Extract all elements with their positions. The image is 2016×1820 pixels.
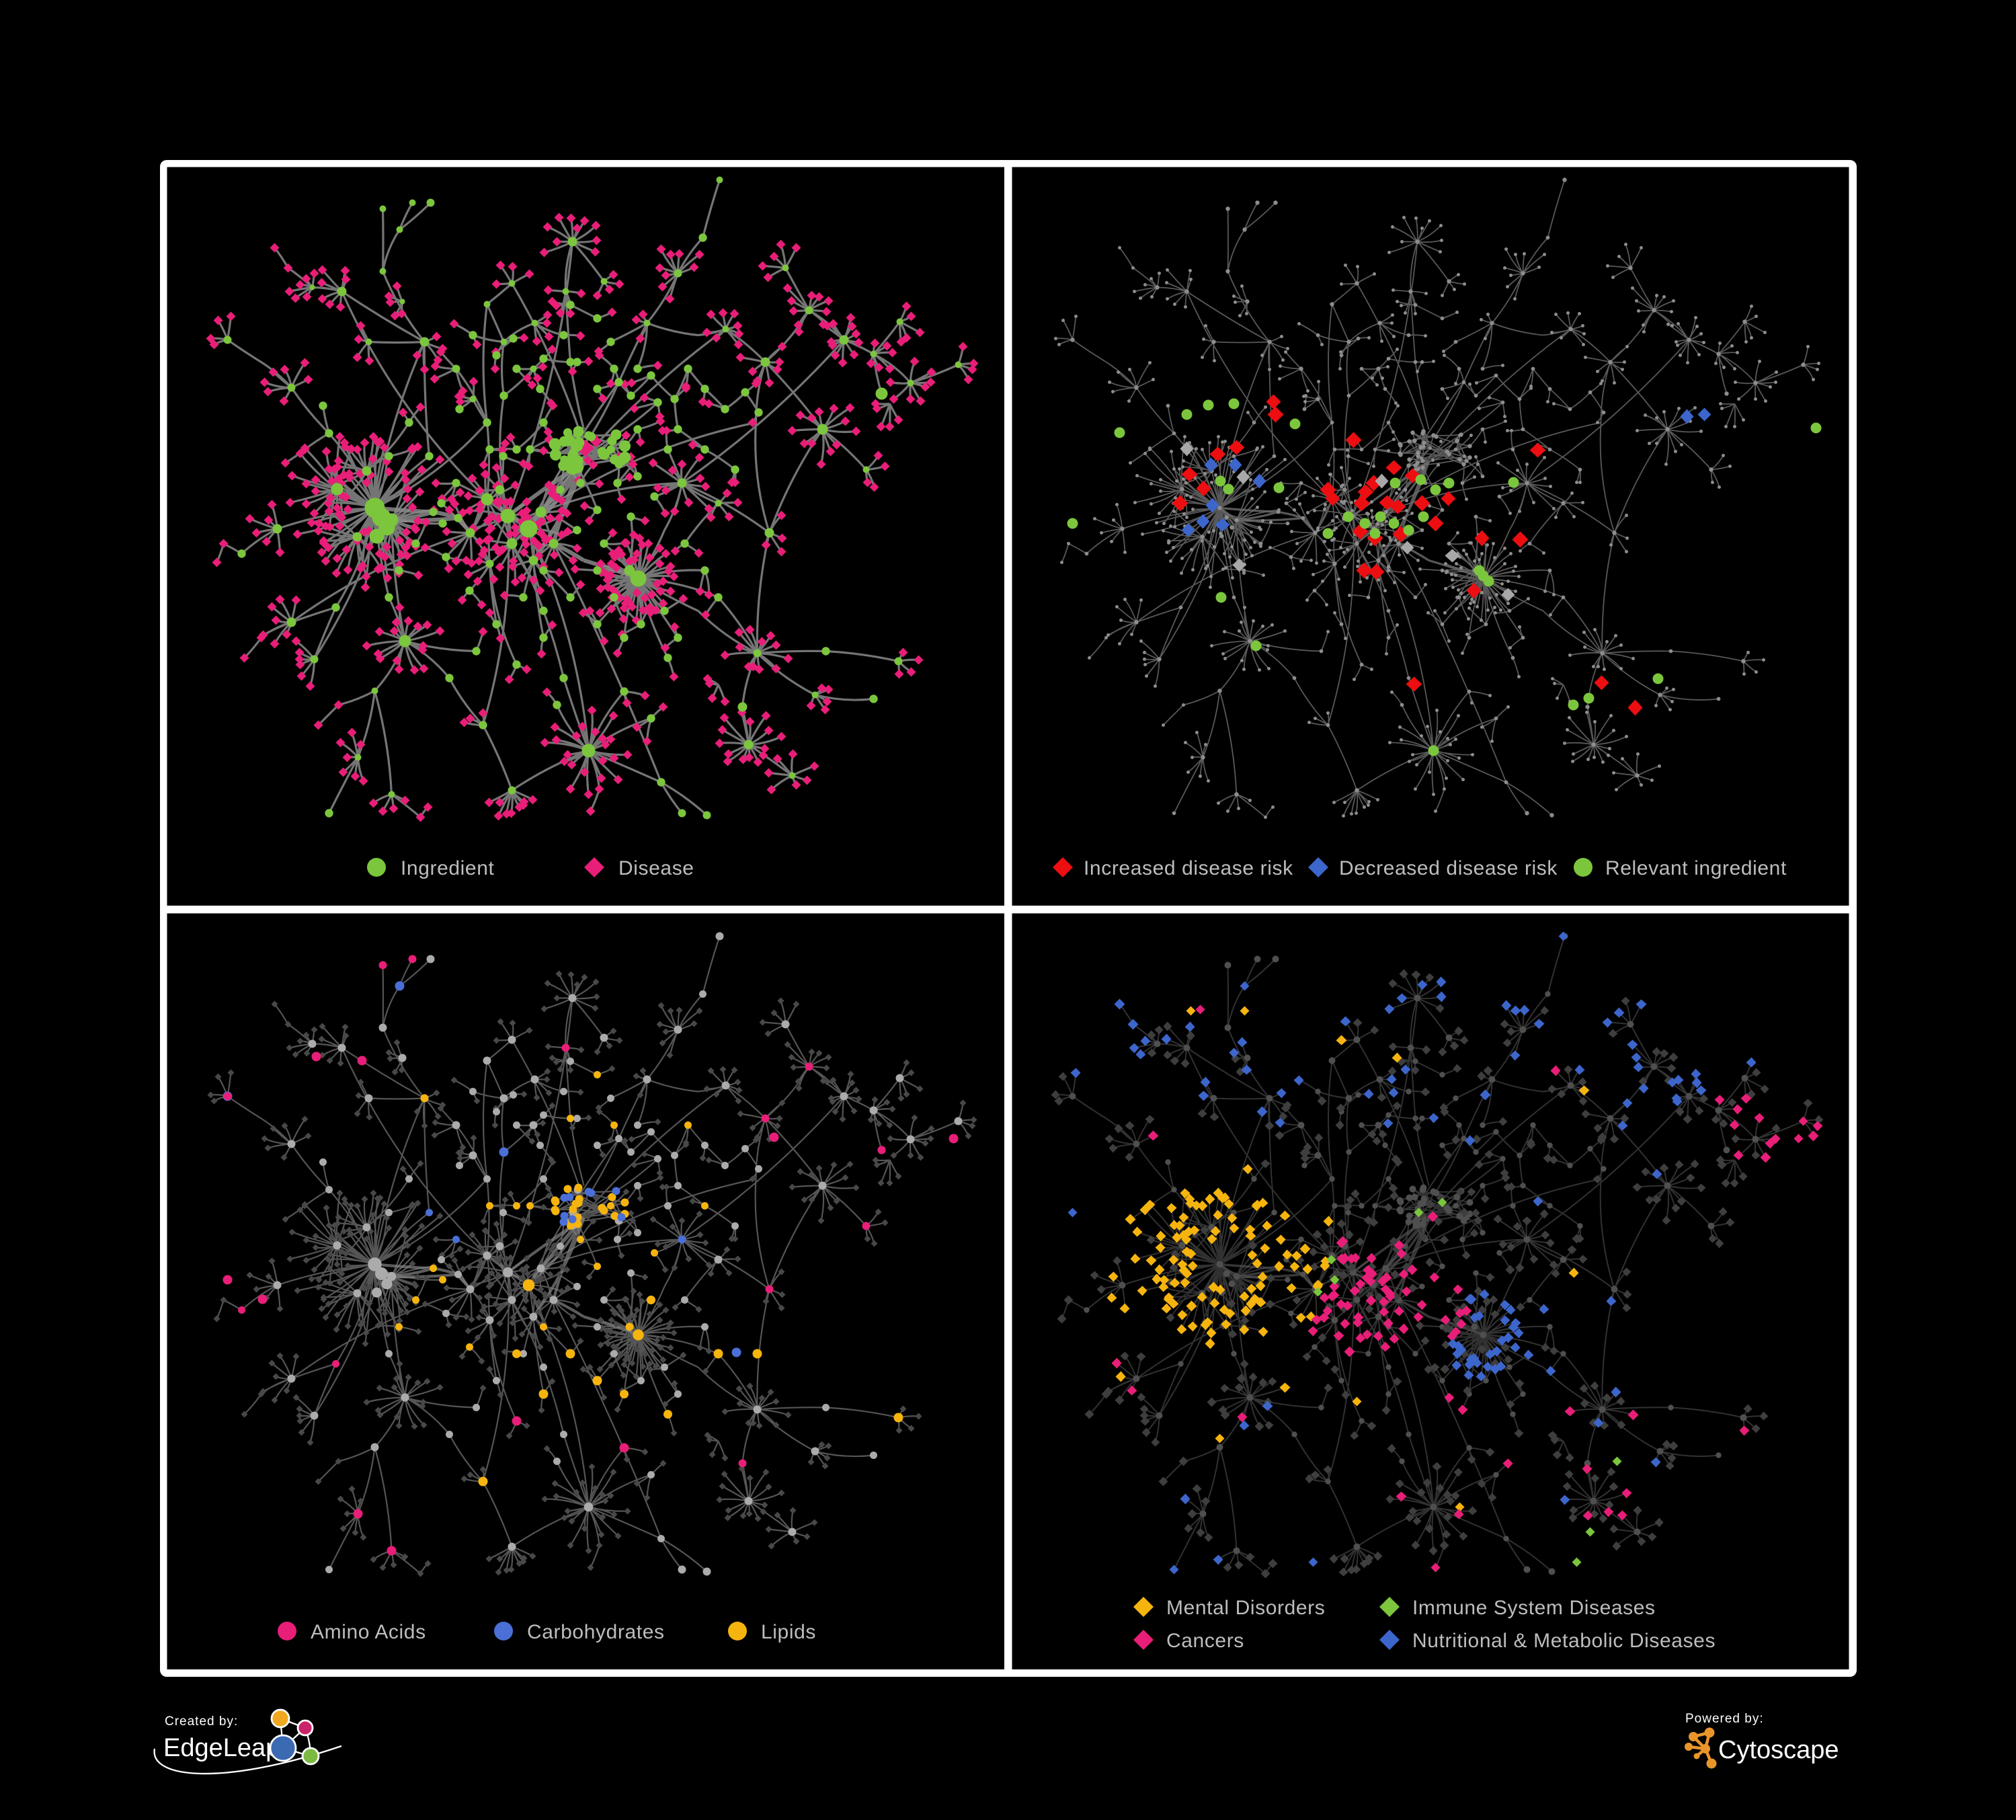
svg-text:Carbohydrates: Carbohydrates <box>527 1621 665 1643</box>
svg-text:Cancers: Cancers <box>1166 1630 1244 1652</box>
svg-text:Lipids: Lipids <box>761 1621 816 1643</box>
svg-text:Nutritional & Metabolic Diseas: Nutritional & Metabolic Diseases <box>1412 1630 1716 1652</box>
svg-text:Amino Acids: Amino Acids <box>311 1621 426 1643</box>
svg-text:Cytoscape: Cytoscape <box>1718 1736 1839 1764</box>
svg-text:Relevant ingredient: Relevant ingredient <box>1605 857 1787 879</box>
svg-text:Decreased disease risk: Decreased disease risk <box>1339 857 1558 879</box>
svg-text:Immune System Diseases: Immune System Diseases <box>1412 1597 1656 1619</box>
svg-text:Ingredient: Ingredient <box>401 857 494 879</box>
svg-text:Increased disease risk: Increased disease risk <box>1084 857 1293 879</box>
svg-text:Created by:: Created by: <box>165 1714 238 1729</box>
svg-text:Disease: Disease <box>618 857 694 879</box>
svg-text:Powered by:: Powered by: <box>1685 1712 1764 1726</box>
svg-text:EdgeLeap: EdgeLeap <box>163 1734 280 1762</box>
svg-text:Mental Disorders: Mental Disorders <box>1166 1597 1325 1619</box>
